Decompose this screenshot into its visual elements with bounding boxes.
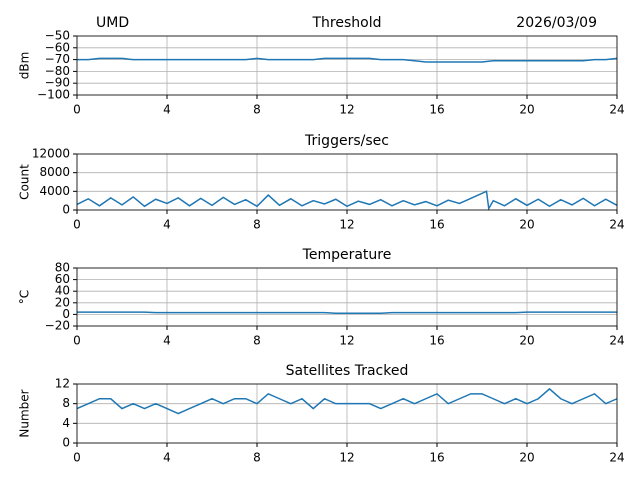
x-tick-label: 20: [519, 103, 534, 117]
y-tick-label: 0: [62, 203, 70, 217]
y-tick-label: 8: [62, 396, 70, 410]
y-tick-label: 60: [55, 272, 70, 286]
y-tick-label: −20: [45, 319, 70, 333]
y-tick-label: −70: [45, 52, 70, 66]
y-tick-label: −90: [45, 76, 70, 90]
x-tick-label: 0: [73, 334, 81, 348]
data-line: [76, 190, 618, 211]
data-line: [77, 311, 617, 314]
chart-title: Threshold: [312, 15, 382, 31]
y-tick-label: 40: [55, 284, 70, 298]
x-tick-label: 4: [163, 334, 171, 348]
y-tick-label: −80: [45, 64, 70, 78]
x-tick-label: 12: [339, 218, 354, 232]
x-tick-label: 12: [339, 451, 354, 465]
x-tick-label: 8: [253, 103, 261, 117]
y-tick-label: −100: [37, 88, 70, 102]
plot-frame: [76, 267, 618, 327]
data-line: [76, 387, 618, 415]
plot-frame: [76, 35, 618, 96]
x-tick-label: 4: [163, 451, 171, 465]
y-tick-label: −50: [45, 29, 70, 43]
y-tick-label: 0: [62, 307, 70, 321]
x-tick-label: 0: [73, 451, 81, 465]
y-axis-label: °C: [18, 290, 32, 304]
y-axis-label: Number: [18, 389, 32, 437]
x-tick-label: 8: [253, 451, 261, 465]
x-tick-label: 12: [339, 334, 354, 348]
y-tick-label: −60: [45, 40, 70, 54]
x-tick-label: 16: [429, 451, 444, 465]
x-tick-label: 24: [609, 103, 624, 117]
y-tick-label: 8000: [39, 165, 70, 179]
y-tick-label: 0: [62, 436, 70, 450]
x-tick-label: 4: [163, 103, 171, 117]
y-axis-label: Count: [18, 164, 32, 200]
chart-title: Satellites Tracked: [286, 363, 409, 379]
y-axis-label: dBm: [18, 52, 32, 80]
x-tick-label: 8: [253, 334, 261, 348]
annotation: 2026/03/09: [516, 15, 597, 31]
x-tick-label: 0: [73, 103, 81, 117]
x-tick-label: 16: [429, 103, 444, 117]
y-tick-label: 12: [55, 377, 70, 391]
x-tick-label: 4: [163, 218, 171, 232]
x-tick-label: 8: [253, 218, 261, 232]
plot-frame: [76, 383, 618, 444]
x-tick-label: 20: [519, 451, 534, 465]
plot-frame: [76, 153, 618, 211]
y-tick-label: 80: [55, 261, 70, 275]
x-tick-label: 12: [339, 103, 354, 117]
data-line: [77, 57, 618, 63]
x-tick-label: 16: [429, 218, 444, 232]
y-tick-label: 4000: [39, 184, 70, 198]
chart-title: Triggers/sec: [304, 133, 389, 149]
x-tick-label: 16: [429, 334, 444, 348]
y-tick-label: 20: [55, 295, 70, 309]
x-tick-label: 20: [519, 334, 534, 348]
annotation: UMD: [96, 15, 129, 31]
x-tick-label: 24: [609, 218, 624, 232]
x-tick-label: 20: [519, 218, 534, 232]
x-tick-label: 24: [609, 451, 624, 465]
y-tick-label: 4: [62, 416, 70, 430]
x-tick-label: 0: [73, 218, 81, 232]
x-tick-label: 24: [609, 334, 624, 348]
y-tick-label: 12000: [32, 147, 70, 161]
chart-title: Temperature: [302, 247, 392, 263]
